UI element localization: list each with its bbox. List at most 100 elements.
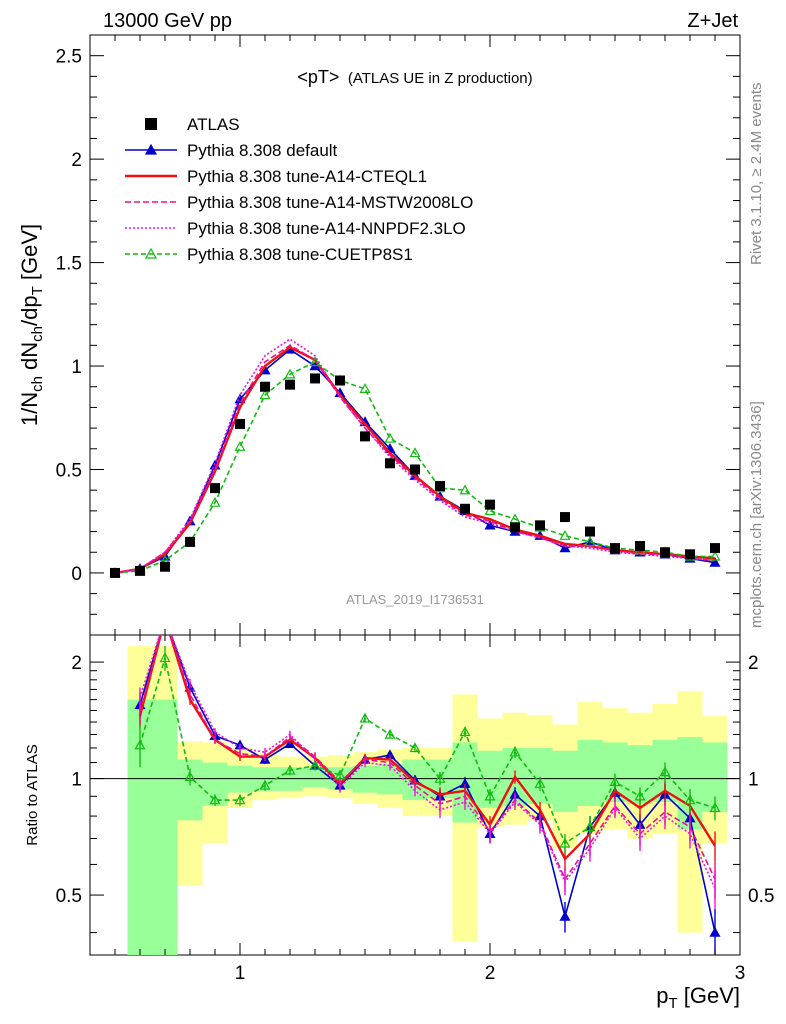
data-point	[385, 458, 395, 469]
legend-label-1: Pythia 8.308 tune-A14-CTEQL1	[187, 167, 427, 186]
data-point	[710, 543, 720, 554]
data-point	[510, 522, 520, 533]
series-line-2	[114, 344, 716, 574]
ratio-point	[534, 777, 546, 788]
legend-label-4: Pythia 8.308 tune-CUETP8S1	[187, 245, 413, 264]
data-point	[135, 565, 145, 576]
stat-band-bin	[552, 750, 578, 812]
data-point	[110, 567, 120, 578]
ratio-line-1	[138, 635, 717, 861]
data-point	[160, 561, 170, 572]
header-process: Z+Jet	[687, 10, 738, 32]
series-point	[359, 383, 371, 393]
data-point	[210, 483, 220, 494]
ratio-point	[309, 759, 321, 770]
data-point	[660, 547, 670, 558]
ratio-line-3	[139, 635, 716, 889]
stat-band-bin	[527, 747, 553, 804]
ratio-point	[161, 614, 170, 622]
legend-label-2: Pythia 8.308 tune-A14-MSTW2008LO	[187, 193, 473, 212]
series-point	[709, 550, 721, 561]
data-point	[410, 464, 420, 475]
plot-title: <pT> (ATLAS UE in Z production)	[297, 67, 532, 87]
ratio-series-group	[134, 614, 721, 955]
stat-band-bin	[227, 765, 253, 793]
plot-title-main: <pT>	[297, 67, 339, 87]
series-point	[559, 529, 571, 540]
axis-ticks-group: 1 2 3 0 0.5 1 1.5 2 2.5 0.5 0.5 1 1 2 2	[56, 35, 774, 984]
series-point	[209, 496, 221, 507]
ratio-point	[384, 728, 396, 739]
data-point	[560, 512, 570, 523]
side-mcplots-label: mcplots.cern.ch [arXiv:1306.3436]	[748, 401, 765, 628]
series-point	[234, 440, 246, 451]
ratio-tick-label-right: 0.5	[748, 886, 774, 907]
data-point	[535, 520, 545, 531]
ratio-tick-label-left: 2	[71, 653, 82, 674]
ratio-point	[234, 794, 246, 805]
stat-band-bin	[577, 739, 603, 806]
series-point	[559, 542, 571, 553]
stat-band-bin	[177, 759, 203, 821]
legend-label-data: ATLAS	[187, 115, 240, 134]
ratio-point	[559, 910, 571, 921]
stat-band-bin	[352, 765, 378, 793]
y-axis-label: 1/Nch dNch/dpT [GeV]	[17, 224, 46, 426]
ratio-tick-label-left: 1	[71, 770, 82, 791]
ratio-point	[509, 746, 521, 757]
ratio-point	[484, 790, 496, 801]
data-point	[185, 536, 195, 547]
ratio-point	[659, 766, 671, 777]
data-point	[285, 379, 295, 390]
legend-marker	[144, 247, 158, 259]
data-point	[685, 549, 695, 560]
ratio-point	[159, 652, 171, 663]
series-point	[484, 505, 496, 516]
data-point	[335, 375, 345, 386]
x-tick-label: 1	[235, 963, 246, 984]
ratio-point	[609, 776, 621, 787]
series-line-3	[114, 338, 716, 574]
legend: ATLAS Pythia 8.308 default Pythia 8.308 tu…	[125, 115, 473, 264]
data-point	[610, 543, 620, 554]
legend-marker	[144, 143, 158, 155]
ratio-point	[209, 794, 221, 805]
ratio-point	[284, 764, 296, 775]
x-tick-label: 2	[485, 963, 496, 984]
data-point	[435, 481, 445, 492]
ratio-point	[709, 926, 721, 937]
series-point	[384, 432, 396, 443]
ratio-point	[634, 790, 646, 801]
series-point	[259, 389, 271, 400]
ratio-point	[709, 802, 721, 813]
data-point	[360, 431, 370, 442]
x-axis-label: pT [GeV]	[656, 983, 740, 1012]
ratio-point	[434, 772, 446, 783]
series-line-1	[114, 346, 716, 575]
data-point	[635, 541, 645, 552]
ratio-point	[409, 742, 421, 753]
series-point	[484, 519, 496, 530]
ratio-point	[259, 779, 271, 790]
ratio-tick-label-right: 1	[748, 770, 759, 791]
analysis-id: ATLAS_2019_I1736531	[346, 592, 484, 607]
ratio-point	[134, 739, 146, 750]
ratio-point	[184, 771, 196, 782]
ratio-point	[584, 821, 596, 832]
ratio-point	[459, 726, 471, 737]
data-point	[585, 526, 595, 537]
data-point	[485, 499, 495, 510]
ratio-point	[359, 712, 371, 723]
data-point	[235, 418, 245, 429]
ratio-tick-label-right: 2	[748, 653, 759, 674]
data-point	[460, 503, 470, 514]
legend-label-0: Pythia 8.308 default	[187, 141, 338, 160]
ratio-point	[334, 769, 346, 780]
legend-label-3: Pythia 8.308 tune-A14-NNPDF2.3LO	[187, 219, 466, 238]
header-beam: 13000 GeV pp	[103, 10, 232, 32]
x-tick-label: 3	[735, 963, 746, 984]
y-tick-label: 2	[71, 150, 82, 171]
y-tick-label: 2.5	[56, 47, 82, 68]
stat-band-bin	[302, 767, 328, 788]
y-tick-label: 1.5	[56, 254, 82, 275]
